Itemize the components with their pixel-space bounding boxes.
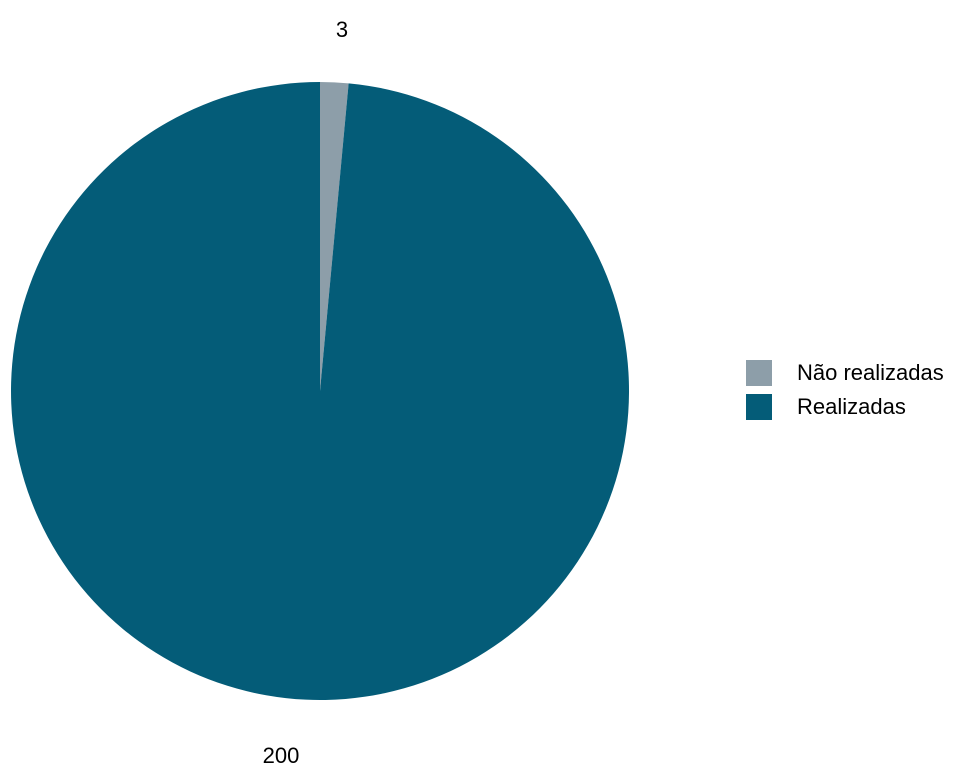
legend-item-nao-realizadas[interactable]: Não realizadas [746, 356, 944, 390]
legend-item-realizadas[interactable]: Realizadas [746, 390, 944, 424]
pie-slices [11, 82, 630, 700]
pie-slice-realizadas[interactable] [11, 82, 630, 700]
data-label-realizadas: 200 [263, 743, 300, 768]
legend-swatch-realizadas [746, 394, 772, 420]
legend-label-nao-realizadas: Não realizadas [797, 360, 944, 385]
legend-swatch-nao-realizadas [746, 360, 772, 386]
data-label-nao-realizadas: 3 [336, 17, 348, 42]
pie-slice-nao-realizadas[interactable] [320, 82, 349, 391]
legend: Não realizadas Realizadas [746, 356, 944, 424]
legend-label-realizadas: Realizadas [797, 394, 906, 419]
